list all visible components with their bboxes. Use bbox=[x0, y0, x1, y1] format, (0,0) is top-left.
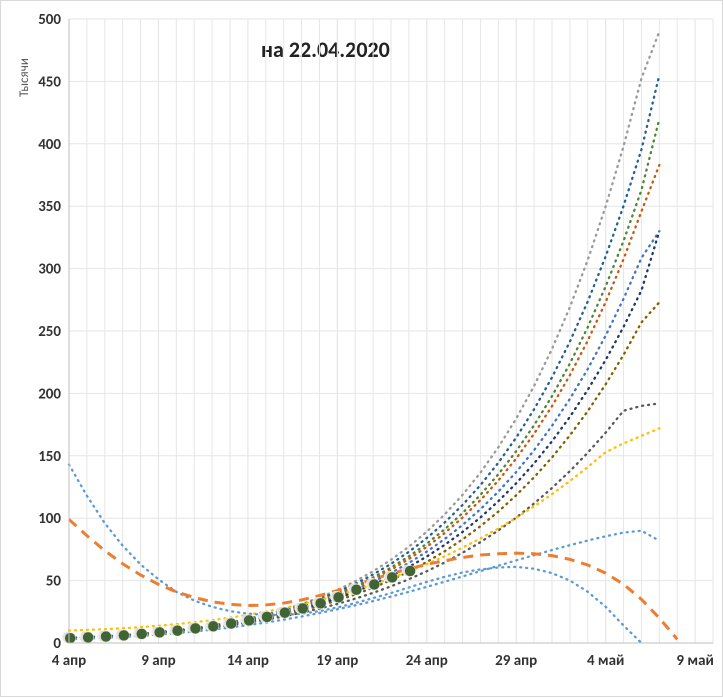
y-tick-label: 0 bbox=[53, 635, 61, 653]
y-tick-label: 350 bbox=[38, 198, 61, 216]
data-marker bbox=[315, 598, 326, 609]
y-tick-label: 50 bbox=[46, 573, 62, 591]
x-tick-label: 29 апр bbox=[495, 652, 537, 670]
data-marker bbox=[333, 592, 344, 603]
s_navy bbox=[69, 231, 659, 638]
x-tick-label: 19 апр bbox=[316, 652, 358, 670]
x-tick-label: 14 апр bbox=[227, 652, 269, 670]
data-marker bbox=[154, 627, 165, 638]
grid bbox=[69, 19, 713, 643]
x-tick-label: 4 май bbox=[587, 652, 624, 670]
data-marker bbox=[387, 572, 398, 583]
y-tick-label: 100 bbox=[38, 510, 61, 528]
data-marker bbox=[118, 630, 129, 641]
s_orange_dots bbox=[69, 165, 659, 638]
data-marker bbox=[136, 628, 147, 639]
chart-container: Тысячи на 22.04.2020 0501001502002503003… bbox=[0, 0, 723, 697]
data-marker bbox=[65, 633, 76, 644]
y-tick-label: 300 bbox=[38, 261, 61, 279]
s_blue_mid bbox=[69, 75, 659, 638]
data-marker bbox=[279, 607, 290, 618]
x-tick-label: 4 апр bbox=[52, 652, 86, 670]
data-marker bbox=[83, 632, 94, 643]
data-marker bbox=[101, 631, 112, 642]
data-marker bbox=[405, 565, 416, 576]
y-tick-label: 250 bbox=[38, 323, 61, 341]
data-marker bbox=[190, 623, 201, 634]
s_gray_top bbox=[69, 31, 659, 638]
s_darkgray bbox=[69, 403, 659, 638]
x-tick-label: 9 апр bbox=[141, 652, 175, 670]
x-tick-label: 9 май bbox=[676, 652, 713, 670]
data-marker bbox=[226, 618, 237, 629]
data-marker bbox=[351, 584, 362, 595]
s_lightblue_hi bbox=[69, 231, 659, 638]
y-tick-label: 150 bbox=[38, 448, 61, 466]
data-marker bbox=[172, 625, 183, 636]
y-tick-label: 400 bbox=[38, 136, 61, 154]
data-marker bbox=[297, 603, 308, 614]
data-marker bbox=[262, 611, 273, 622]
y-tick-label: 500 bbox=[38, 11, 61, 29]
x-tick-label: 24 апр bbox=[406, 652, 448, 670]
chart-plot: 0 50 100 150 200 250 300 350 400 450 500 4 апр 9 апр… bbox=[1, 1, 723, 698]
data-marker bbox=[369, 579, 380, 590]
data-marker bbox=[208, 621, 219, 632]
y-tick-label: 450 bbox=[38, 73, 61, 91]
y-tick-label: 200 bbox=[38, 385, 61, 403]
data-marker bbox=[244, 615, 255, 626]
